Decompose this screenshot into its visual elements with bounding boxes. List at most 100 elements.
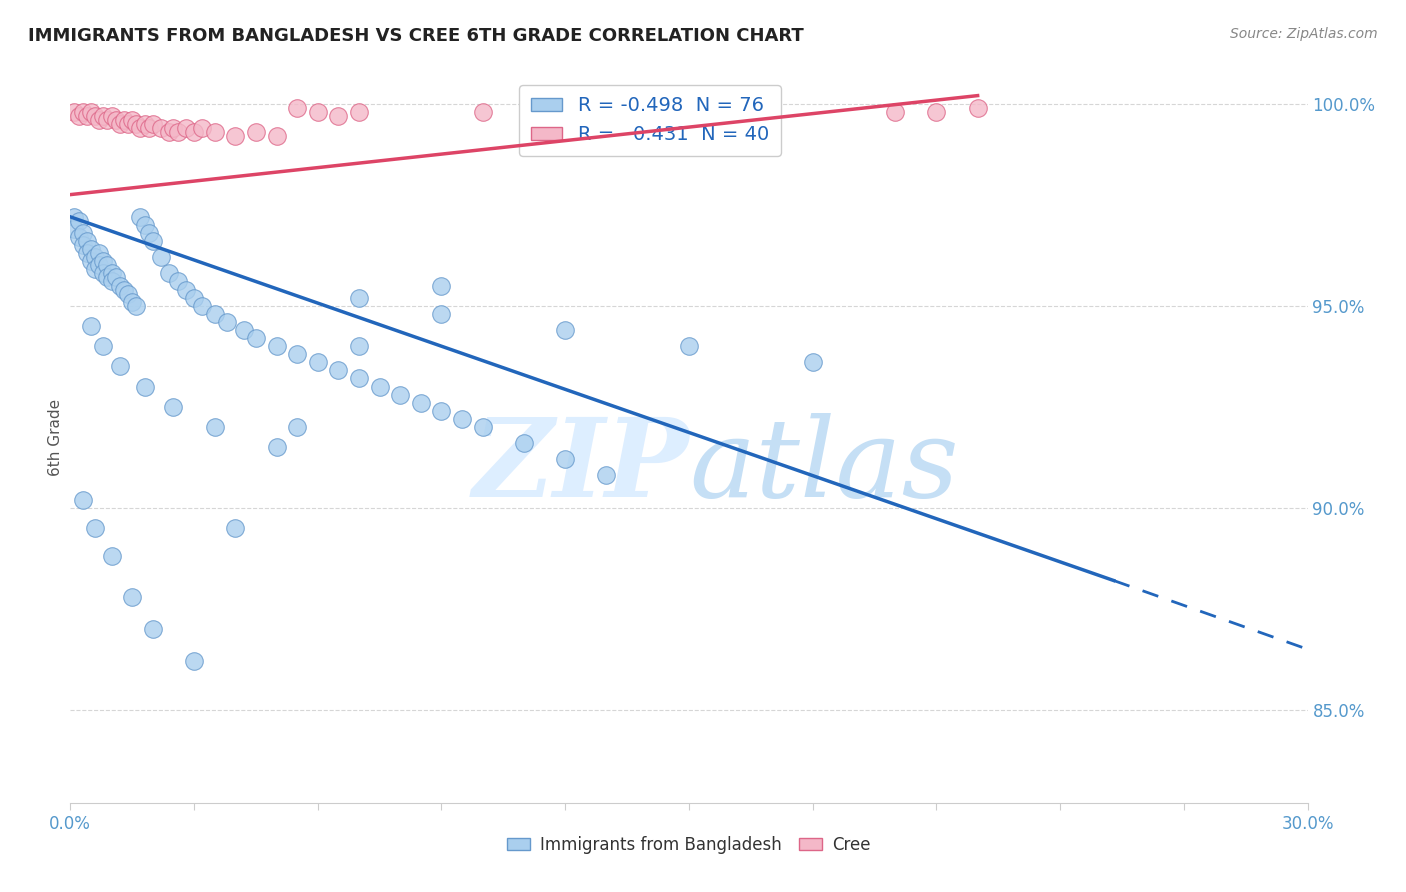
- Text: IMMIGRANTS FROM BANGLADESH VS CREE 6TH GRADE CORRELATION CHART: IMMIGRANTS FROM BANGLADESH VS CREE 6TH G…: [28, 27, 804, 45]
- Point: [112, 112, 135, 127]
- Point: [100, 275, 122, 289]
- Point: [96, 112, 118, 127]
- Point: [138, 120, 160, 135]
- Point: [409, 395, 432, 409]
- Point: [121, 294, 143, 309]
- Point: [245, 331, 267, 345]
- Point: [183, 291, 205, 305]
- Point: [266, 339, 288, 353]
- Point: [84, 250, 107, 264]
- Point: [108, 117, 131, 131]
- Point: [389, 387, 412, 401]
- Text: atlas: atlas: [689, 413, 959, 520]
- Point: [84, 521, 107, 535]
- Point: [89, 258, 111, 272]
- Point: [191, 120, 214, 135]
- Point: [129, 210, 152, 224]
- Point: [72, 104, 94, 119]
- Point: [76, 234, 98, 248]
- Point: [67, 109, 90, 123]
- Point: [142, 234, 165, 248]
- Point: [166, 275, 188, 289]
- Point: [430, 278, 453, 293]
- Point: [67, 214, 90, 228]
- Point: [266, 440, 288, 454]
- Point: [554, 452, 576, 467]
- Point: [134, 117, 156, 131]
- Point: [162, 120, 184, 135]
- Point: [513, 436, 536, 450]
- Point: [166, 125, 188, 139]
- Point: [96, 270, 118, 285]
- Point: [183, 654, 205, 668]
- Text: Source: ZipAtlas.com: Source: ZipAtlas.com: [1230, 27, 1378, 41]
- Point: [108, 278, 131, 293]
- Point: [134, 379, 156, 393]
- Point: [285, 347, 308, 361]
- Point: [112, 283, 135, 297]
- Point: [80, 254, 103, 268]
- Point: [347, 291, 370, 305]
- Point: [966, 101, 988, 115]
- Point: [142, 117, 165, 131]
- Point: [191, 299, 214, 313]
- Point: [554, 323, 576, 337]
- Point: [174, 283, 197, 297]
- Point: [138, 226, 160, 240]
- Point: [678, 109, 700, 123]
- Y-axis label: 6th Grade: 6th Grade: [48, 399, 63, 475]
- Point: [884, 104, 907, 119]
- Point: [142, 622, 165, 636]
- Point: [76, 246, 98, 260]
- Point: [125, 299, 148, 313]
- Point: [80, 242, 103, 256]
- Point: [121, 590, 143, 604]
- Point: [63, 210, 86, 224]
- Point: [76, 109, 98, 123]
- Point: [347, 104, 370, 119]
- Point: [347, 371, 370, 385]
- Point: [134, 218, 156, 232]
- Point: [89, 246, 111, 260]
- Point: [72, 226, 94, 240]
- Point: [174, 120, 197, 135]
- Point: [84, 262, 107, 277]
- Point: [678, 339, 700, 353]
- Point: [104, 270, 127, 285]
- Point: [63, 104, 86, 119]
- Point: [121, 112, 143, 127]
- Point: [89, 112, 111, 127]
- Point: [129, 120, 152, 135]
- Point: [80, 104, 103, 119]
- Point: [157, 125, 180, 139]
- Point: [801, 355, 824, 369]
- Point: [285, 101, 308, 115]
- Point: [117, 286, 139, 301]
- Point: [215, 315, 238, 329]
- Point: [100, 267, 122, 281]
- Point: [224, 521, 246, 535]
- Point: [150, 250, 173, 264]
- Point: [91, 339, 114, 353]
- Point: [104, 112, 127, 127]
- Point: [266, 128, 288, 143]
- Point: [328, 109, 350, 123]
- Point: [183, 125, 205, 139]
- Point: [204, 420, 226, 434]
- Point: [347, 339, 370, 353]
- Legend: Immigrants from Bangladesh, Cree: Immigrants from Bangladesh, Cree: [501, 829, 877, 860]
- Point: [245, 125, 267, 139]
- Point: [204, 307, 226, 321]
- Point: [150, 120, 173, 135]
- Point: [224, 128, 246, 143]
- Point: [307, 355, 329, 369]
- Point: [108, 359, 131, 374]
- Point: [63, 222, 86, 236]
- Point: [125, 117, 148, 131]
- Point: [328, 363, 350, 377]
- Point: [430, 307, 453, 321]
- Point: [80, 318, 103, 333]
- Point: [925, 104, 948, 119]
- Point: [471, 420, 494, 434]
- Point: [285, 420, 308, 434]
